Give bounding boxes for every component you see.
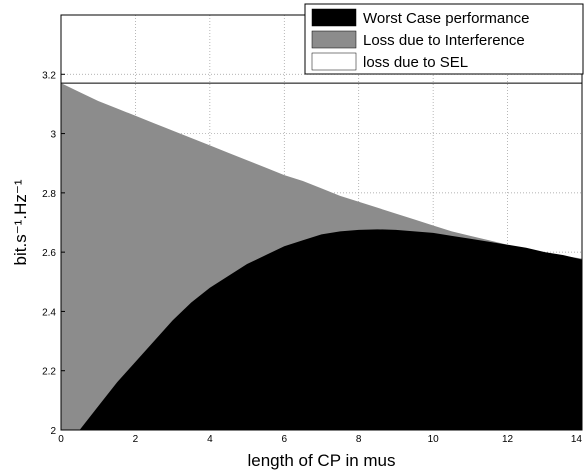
worst-case-area: [61, 229, 582, 430]
x-tick-label-8: 8: [356, 434, 362, 445]
legend-swatch-interference: [311, 30, 357, 49]
legend-label-worst-case: Worst Case performance: [363, 10, 529, 27]
y-tick-label-3.2: 3.2: [42, 70, 56, 81]
legend: Worst Case performance Loss due to Inter…: [304, 3, 584, 75]
y-tick-label-2.2: 2.2: [42, 367, 56, 378]
y-tick-label-2: 2: [50, 426, 56, 437]
x-tick-label-0: 0: [58, 434, 64, 445]
x-tick-label-14: 14: [571, 434, 583, 445]
x-tick-label-6: 6: [282, 434, 288, 445]
legend-swatch-sel: [311, 52, 357, 71]
legend-label-sel: loss due to SEL: [363, 54, 468, 71]
x-tick-label-12: 12: [502, 434, 514, 445]
y-tick-label-3: 3: [50, 130, 56, 141]
y-axis-ticks: 2 2.2 2.4 2.6 2.8 3 3.2: [42, 70, 65, 437]
x-tick-label-10: 10: [428, 434, 440, 445]
y-tick-label-2.8: 2.8: [42, 189, 56, 200]
x-tick-label-2: 2: [133, 434, 139, 445]
y-axis-label: bit.s⁻¹.Hz⁻¹: [11, 179, 30, 265]
x-axis-ticks: 0 2 4 6 8 10 12 14: [58, 426, 583, 445]
y-tick-label-2.6: 2.6: [42, 248, 56, 259]
x-axis-label: length of CP in mus: [247, 451, 395, 470]
x-tick-label-4: 4: [207, 434, 213, 445]
y-tick-label-2.4: 2.4: [42, 307, 56, 318]
legend-label-interference: Loss due to Interference: [363, 32, 525, 49]
legend-swatch-worst-case: [311, 8, 357, 27]
